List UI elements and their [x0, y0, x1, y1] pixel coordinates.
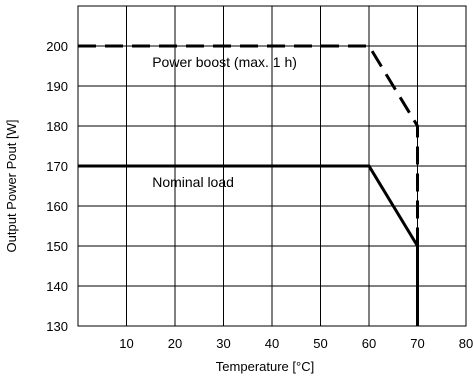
- nominal-load-line: [78, 164, 419, 326]
- x-axis-label: Temperature [°C]: [216, 359, 314, 374]
- power-boost-annotation: Power boost (max. 1 h): [152, 54, 297, 70]
- y-tick-label: 140: [46, 279, 68, 294]
- y-tick-label: 150: [46, 239, 68, 254]
- y-axis-label: Output Power Pout [W]: [4, 120, 19, 253]
- y-tick-label: 170: [46, 159, 68, 174]
- grid: [77, 5, 467, 327]
- annotations: Power boost (max. 1 h) Nominal load: [152, 54, 297, 190]
- x-tick-label: 70: [410, 336, 424, 351]
- y-tick-label: 160: [46, 199, 68, 214]
- y-tick-label: 190: [46, 79, 68, 94]
- y-tick-label: 180: [46, 119, 68, 134]
- x-tick-label: 30: [216, 336, 230, 351]
- x-tick-label: 40: [265, 336, 279, 351]
- x-tick-label: 60: [362, 336, 376, 351]
- x-tick-label: 80: [459, 336, 473, 351]
- tick-labels: 10 20 30 40 50 60 70 80 130 140 150 160 170 180 190 200: [46, 39, 473, 351]
- nominal-load-annotation: Nominal load: [152, 174, 234, 190]
- x-tick-label: 50: [313, 336, 327, 351]
- x-tick-label: 10: [119, 336, 133, 351]
- x-tick-label: 20: [168, 336, 182, 351]
- power-boost-line: [78, 44, 419, 326]
- y-tick-label: 200: [46, 39, 68, 54]
- series-layer: [78, 44, 419, 326]
- y-tick-label: 130: [46, 319, 68, 334]
